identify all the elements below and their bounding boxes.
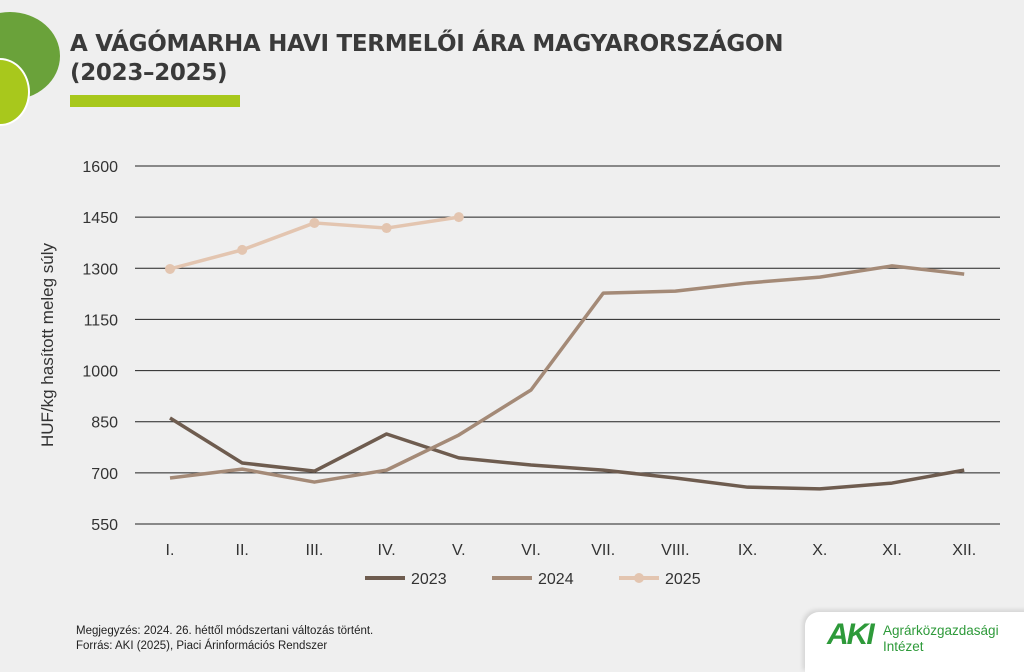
x-tick-label: IX. bbox=[738, 542, 758, 559]
data-point-2025 bbox=[381, 223, 392, 234]
y-tick-label: 1300 bbox=[82, 261, 118, 278]
logo-abbr: AKI bbox=[827, 618, 875, 651]
legend-label-2025: 2025 bbox=[665, 571, 701, 588]
data-point-2025 bbox=[453, 212, 464, 223]
data-point-2025 bbox=[237, 244, 248, 255]
source-text: Forrás: AKI (2025), Piaci Árinformációs … bbox=[76, 640, 328, 652]
series-line-2023 bbox=[169, 416, 965, 491]
x-tick-label: XII. bbox=[952, 542, 976, 559]
note-text: Megjegyzés: 2024. 26. héttől módszertani… bbox=[76, 625, 374, 637]
aki-logo: AKI Agrárközgazdasági Intézet bbox=[805, 612, 1024, 672]
x-tick-label: X. bbox=[812, 542, 827, 559]
data-point-2025 bbox=[309, 217, 320, 228]
title-line-2: (2023–2025) bbox=[70, 60, 228, 86]
y-tick-label: 1600 bbox=[82, 159, 118, 176]
logo-line-2: Intézet bbox=[883, 639, 924, 654]
logo-name: Agrárközgazdasági Intézet bbox=[883, 623, 999, 655]
x-tick-label: IV. bbox=[378, 542, 396, 559]
x-tick-label: XI. bbox=[882, 542, 902, 559]
y-tick-label: 1150 bbox=[84, 312, 119, 329]
y-axis-title: HUF/kg hasított meleg súly bbox=[38, 242, 57, 447]
legend-label-2023: 2023 bbox=[411, 571, 447, 588]
x-tick-label: VIII. bbox=[661, 542, 689, 559]
series-line-2024 bbox=[169, 264, 965, 484]
logo-line-1: Agrárközgazdasági bbox=[883, 623, 999, 638]
x-tick-label: II. bbox=[236, 542, 249, 559]
legend-label-2024: 2024 bbox=[538, 571, 574, 588]
footnote: Megjegyzés: 2024. 26. héttől módszertani… bbox=[76, 624, 373, 654]
y-tick-label: 850 bbox=[91, 415, 118, 432]
x-tick-label: III. bbox=[306, 542, 324, 559]
legend-marker bbox=[634, 573, 644, 583]
x-tick-label: V. bbox=[452, 542, 466, 559]
y-tick-label: 550 bbox=[91, 517, 118, 534]
y-tick-label: 1450 bbox=[82, 210, 118, 227]
data-point-2025 bbox=[165, 263, 175, 274]
chart-title: A VÁGÓMARHA HAVI TERMELŐI ÁRA MAGYARORSZ… bbox=[70, 30, 784, 88]
y-tick-label: 700 bbox=[91, 466, 118, 483]
title-accent-bar bbox=[70, 95, 240, 107]
x-tick-label: I. bbox=[166, 542, 175, 559]
y-tick-label: 1000 bbox=[82, 364, 118, 381]
title-line-1: A VÁGÓMARHA HAVI TERMELŐI ÁRA MAGYARORSZ… bbox=[70, 31, 784, 57]
x-tick-label: VI. bbox=[521, 542, 541, 559]
x-tick-label: VII. bbox=[591, 542, 615, 559]
